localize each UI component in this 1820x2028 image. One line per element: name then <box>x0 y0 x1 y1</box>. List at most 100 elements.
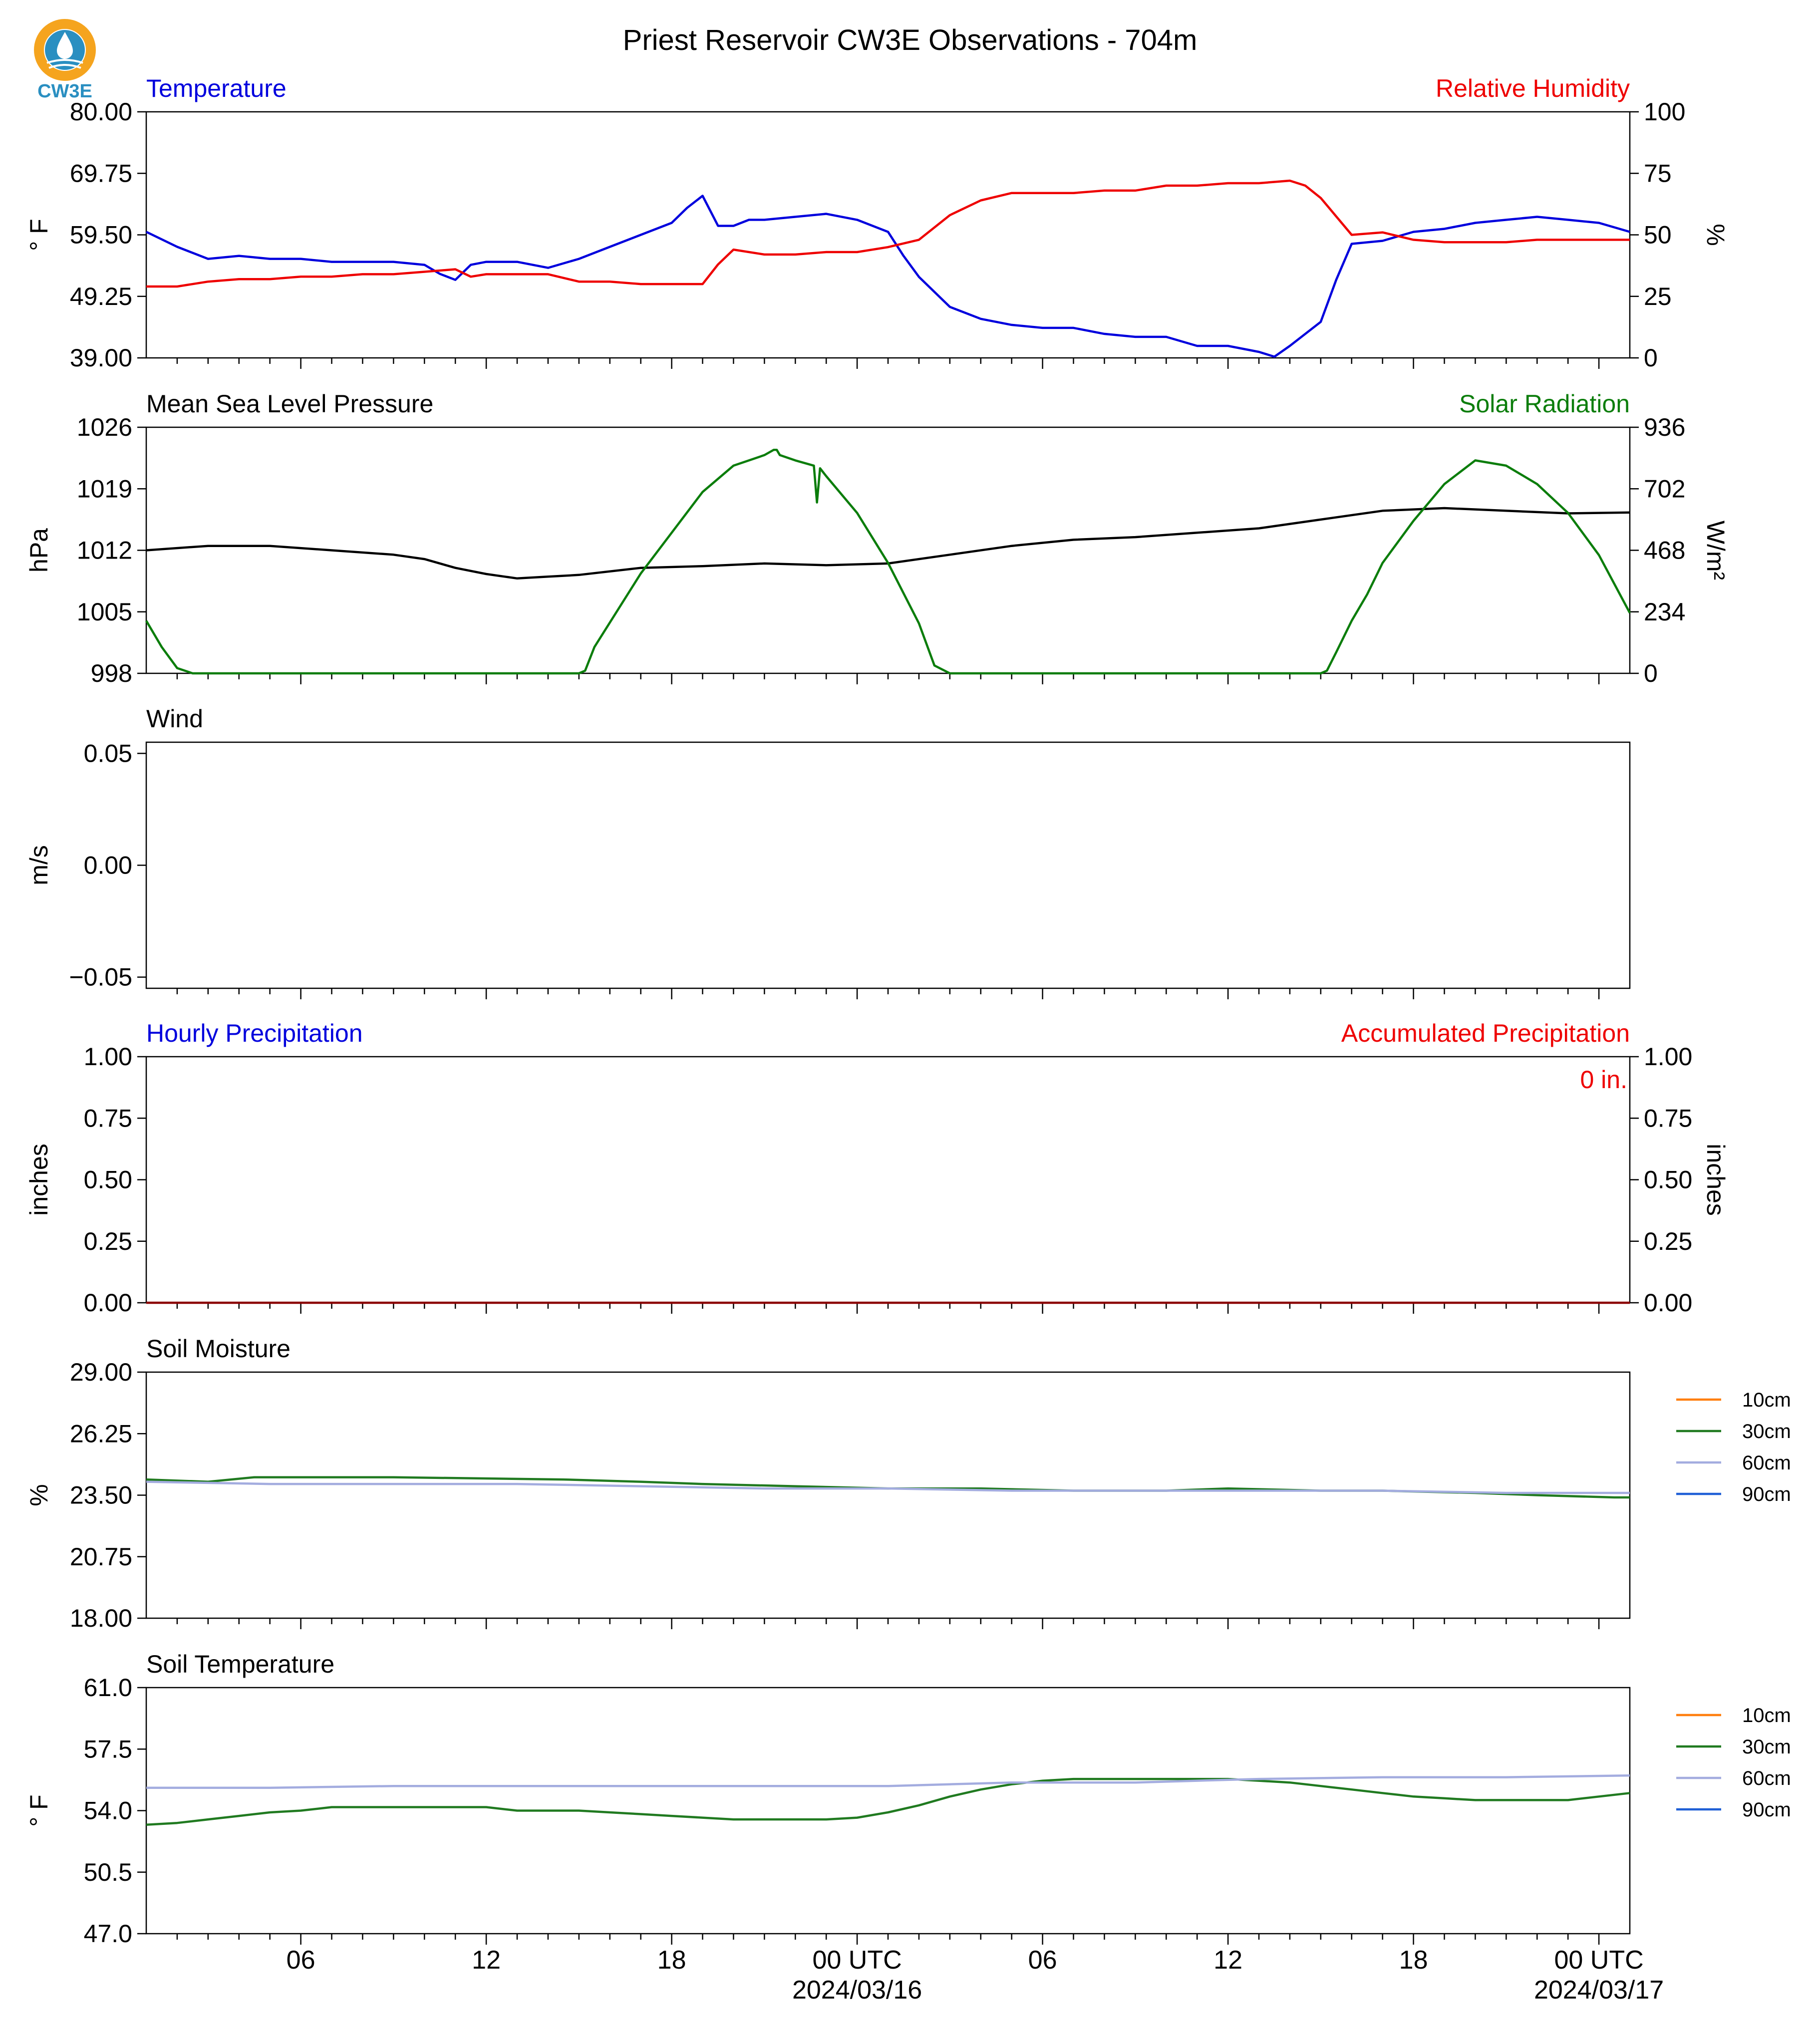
y-tick-label-right: 0 <box>1644 344 1658 372</box>
y-tick-label-left: 54.0 <box>84 1797 132 1825</box>
panel-title-left: Hourly Precipitation <box>146 1019 363 1047</box>
y-tick-label-left: 0.00 <box>84 1289 132 1317</box>
y-tick-label-left: 0.50 <box>84 1166 132 1194</box>
y-tick-label-left: 59.50 <box>70 221 132 249</box>
x-date-label: 2024/03/17 <box>1534 1976 1664 2005</box>
panel-1: 998 1005 1012 1019 1026 0 234 468 702 936 Mean Sea… <box>25 390 1730 687</box>
series-line-temperature <box>146 195 1630 358</box>
y-axis-label-left: ° F <box>25 219 53 251</box>
y-tick-label-left: 49.25 <box>70 283 132 310</box>
y-tick-label-right: 50 <box>1644 221 1672 249</box>
panel-5: 47.0 50.5 54.0 57.5 61.0 Soil Temperature ° F 1… <box>25 1650 1791 1948</box>
x-tick-label: 18 <box>1399 1946 1428 1975</box>
panel-frame <box>145 1056 1631 1304</box>
y-tick-label-left: 29.00 <box>70 1358 132 1386</box>
x-date-label: 2024/03/16 <box>792 1976 922 2005</box>
y-tick-label-left: 26.25 <box>70 1420 132 1448</box>
panel-title-right: Relative Humidity <box>1436 74 1630 102</box>
y-tick-label-left: 39.00 <box>70 344 132 372</box>
y-tick-label-left: 1012 <box>77 537 132 565</box>
y-tick-label-left: 1005 <box>77 598 132 626</box>
series-line-60cm <box>146 1774 1630 1789</box>
y-tick-label-right: 1.00 <box>1644 1043 1692 1071</box>
panel-2: −0.05 0.00 0.05 Wind m/s <box>25 705 1631 999</box>
series-line-relative-humidity <box>146 179 1630 288</box>
panel-4: 18.00 20.75 23.50 26.25 29.00 Soil Moisture% 1… <box>25 1335 1791 1632</box>
series-line-30cm <box>146 1476 1630 1499</box>
y-tick-label-right: 0.25 <box>1644 1227 1692 1255</box>
panel-title-left: Wind <box>146 705 203 733</box>
y-tick-label-right: 702 <box>1644 475 1685 503</box>
panel-title-left: Soil Temperature <box>146 1650 334 1678</box>
legend-label: 10cm <box>1742 1389 1791 1411</box>
y-tick-label-left: 47.0 <box>84 1920 132 1948</box>
x-tick-label: 06 <box>1028 1946 1057 1975</box>
panel-frame <box>145 1371 1631 1619</box>
y-tick-label-right: 0 <box>1644 659 1658 687</box>
legend-label: 60cm <box>1742 1452 1791 1474</box>
y-tick-label-left: 80.00 <box>70 98 132 126</box>
y-axis-label-left: % <box>25 1484 53 1506</box>
panel-title-left: Mean Sea Level Pressure <box>146 390 433 418</box>
y-tick-label-left: 0.75 <box>84 1104 132 1132</box>
y-tick-label-left: 50.5 <box>84 1858 132 1886</box>
panel-0: 39.00 49.25 59.50 69.75 80.00 0 25 50 75 100 Tempe… <box>25 74 1730 372</box>
logo-text: CW3E <box>37 81 92 102</box>
y-tick-label-right: 234 <box>1644 598 1685 626</box>
y-tick-label-left: 57.5 <box>84 1735 132 1763</box>
panel-title-right: Accumulated Precipitation <box>1341 1019 1630 1047</box>
legend-label: 30cm <box>1742 1736 1791 1758</box>
panel-title-left: Temperature <box>146 74 287 102</box>
series-line-mean-sea-level-pressure <box>146 507 1630 580</box>
panel-frame <box>145 1687 1631 1935</box>
logo-ring <box>34 19 96 81</box>
y-tick-label-right: 25 <box>1644 283 1672 310</box>
y-tick-label-left: 61.0 <box>84 1674 132 1702</box>
x-tick-label: 12 <box>1213 1946 1242 1975</box>
y-tick-label-left: 1019 <box>77 475 132 503</box>
y-tick-label-left: 0.25 <box>84 1227 132 1255</box>
y-tick-label-right: 0.50 <box>1644 1166 1692 1194</box>
panel-frame <box>145 111 1631 359</box>
y-tick-label-left: 1.00 <box>84 1043 132 1071</box>
legend-label: 60cm <box>1742 1767 1791 1789</box>
legend-label: 10cm <box>1742 1705 1791 1727</box>
y-tick-label-right: 936 <box>1644 413 1685 441</box>
y-tick-label-left: 69.75 <box>70 159 132 187</box>
panel-title-right: Solar Radiation <box>1459 390 1630 418</box>
y-tick-label-right: 468 <box>1644 537 1685 565</box>
y-tick-label-left: 1026 <box>77 413 132 441</box>
y-axis-label-right: % <box>1702 224 1730 246</box>
y-tick-label-left: 20.75 <box>70 1543 132 1571</box>
y-tick-label-left: 23.50 <box>70 1481 132 1509</box>
series-line-60cm <box>146 1480 1630 1494</box>
y-tick-label-right: 100 <box>1644 98 1685 126</box>
x-tick-label: 00 UTC <box>1554 1946 1644 1975</box>
y-axis-label-left: m/s <box>25 845 53 885</box>
panel-frame <box>145 426 1631 674</box>
figure-title: Priest Reservoir CW3E Observations - 704… <box>623 24 1198 56</box>
x-tick-label: 18 <box>657 1946 686 1975</box>
y-axis-label-left: hPa <box>25 528 53 573</box>
y-tick-label-left: 0.05 <box>84 739 132 767</box>
logo-drop-icon <box>57 32 73 59</box>
x-tick-label: 00 UTC <box>813 1946 902 1975</box>
y-axis-label-right: inches <box>1702 1144 1730 1216</box>
panel-title-left: Soil Moisture <box>146 1335 291 1363</box>
x-tick-label: 06 <box>287 1946 315 1975</box>
y-tick-label-left: −0.05 <box>69 963 132 991</box>
cw3e-logo: CW3E <box>30 15 100 105</box>
y-axis-label-left: inches <box>25 1144 53 1216</box>
y-tick-label-left: 18.00 <box>70 1604 132 1632</box>
legend-label: 30cm <box>1742 1421 1791 1443</box>
y-axis-label-right: W/m² <box>1702 521 1730 580</box>
accumulated-total-label: 0 in. <box>1580 1066 1627 1094</box>
x-tick-label: 12 <box>472 1946 501 1975</box>
panel-3: 0.00 0.25 0.50 0.75 1.00 0.00 0.25 0.50 0.75 1.00… <box>25 1019 1730 1317</box>
y-tick-label-left: 998 <box>91 659 132 687</box>
y-tick-label-right: 0.00 <box>1644 1289 1692 1317</box>
panel-frame <box>145 741 1631 989</box>
legend-label: 90cm <box>1742 1799 1791 1821</box>
y-tick-label-right: 75 <box>1644 159 1672 187</box>
